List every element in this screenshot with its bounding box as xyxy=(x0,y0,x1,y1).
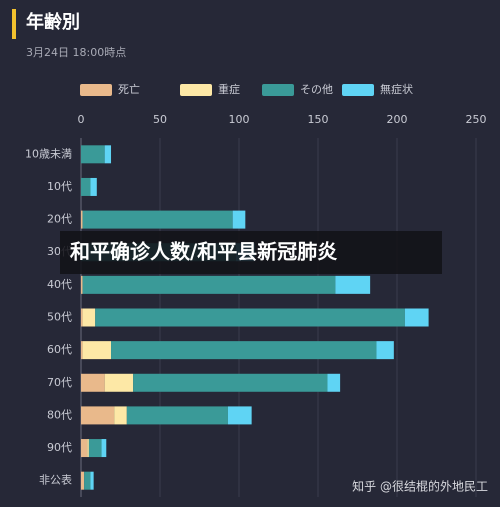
bar-segment xyxy=(87,439,89,458)
y-tick-label: 70代 xyxy=(47,376,72,389)
y-tick-label: 20代 xyxy=(47,213,72,226)
bar-segment xyxy=(81,439,88,458)
x-tick-label: 50 xyxy=(153,113,167,126)
y-tick-label: 50代 xyxy=(47,311,72,324)
bar-segment xyxy=(376,341,394,360)
bar-segment xyxy=(81,471,85,490)
bar-segment xyxy=(104,373,134,392)
x-tick-label: 100 xyxy=(229,113,250,126)
x-tick-label: 0 xyxy=(78,113,85,126)
bar-segment xyxy=(81,373,105,392)
legend-swatch xyxy=(80,84,112,96)
bar-segment xyxy=(88,439,102,458)
bar-segment xyxy=(82,210,233,229)
y-tick-label: 40代 xyxy=(47,278,72,291)
bar-segment xyxy=(82,308,96,327)
legend-label: 無症状 xyxy=(380,82,413,96)
bar-segment xyxy=(133,373,328,392)
title-accent xyxy=(12,9,16,39)
bar-segment xyxy=(81,145,105,164)
bar-segment xyxy=(95,308,405,327)
bar-segment xyxy=(101,439,107,458)
bar-segment xyxy=(404,308,429,327)
bar-segment xyxy=(82,341,112,360)
bar-segment xyxy=(90,471,94,490)
bar-segment xyxy=(90,177,97,196)
x-tick-label: 250 xyxy=(466,113,487,126)
x-tick-label: 150 xyxy=(308,113,329,126)
legend-label: その他 xyxy=(300,83,333,96)
bar-segment xyxy=(114,406,127,425)
bar-segment xyxy=(84,471,91,490)
bar-segment xyxy=(335,275,371,294)
legend-swatch xyxy=(342,84,374,96)
bar-segment xyxy=(81,406,115,425)
legend-label: 死亡 xyxy=(118,82,140,96)
bar-segment xyxy=(232,210,246,229)
y-tick-label: 10歳未満 xyxy=(25,147,72,160)
legend-swatch xyxy=(180,84,212,96)
watermark: 知乎 @很结棍的外地民工 xyxy=(352,479,488,494)
chart-title: 年齢別 xyxy=(26,11,80,33)
legend-swatch xyxy=(262,84,294,96)
bar-segment xyxy=(227,406,252,425)
bar-segment xyxy=(81,275,83,294)
bar-segment xyxy=(327,373,341,392)
legend-label: 重症 xyxy=(218,82,240,96)
x-tick-label: 200 xyxy=(387,113,408,126)
y-tick-label: 10代 xyxy=(47,180,72,193)
y-tick-label: 80代 xyxy=(47,408,72,421)
overlay-title: 和平确诊人数/和平县新冠肺炎 xyxy=(70,240,337,264)
bar-segment xyxy=(111,341,377,360)
bar-segment xyxy=(104,145,112,164)
overlay-banner xyxy=(60,231,442,274)
chart-subtitle: 3月24日 18:00時点 xyxy=(26,46,126,59)
bar-segment xyxy=(81,177,91,196)
bar-segment xyxy=(81,308,83,327)
bar-segment xyxy=(82,275,336,294)
y-tick-label: 90代 xyxy=(47,441,72,454)
y-tick-label: 非公表 xyxy=(39,473,72,487)
y-tick-label: 60代 xyxy=(47,343,72,356)
bar-segment xyxy=(126,406,228,425)
bar-segment xyxy=(81,210,83,229)
bar-segment xyxy=(81,341,83,360)
